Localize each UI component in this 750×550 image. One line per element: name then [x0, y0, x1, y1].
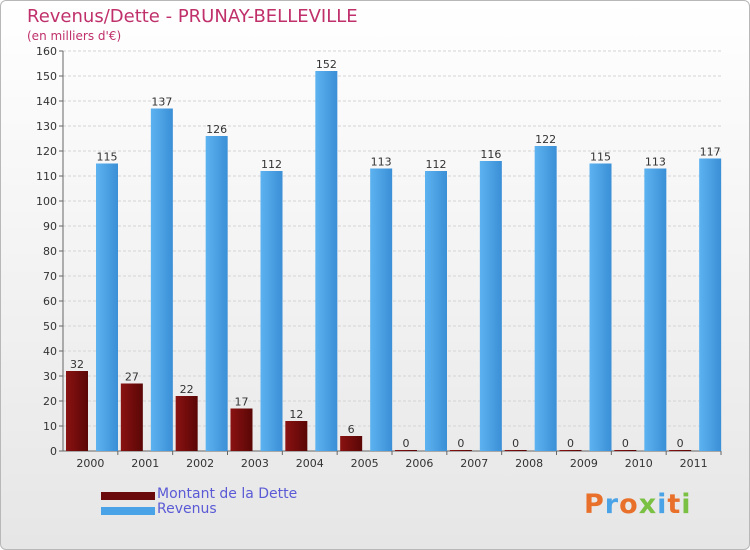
chart-subtitle: (en milliers d'€)	[27, 29, 122, 43]
bar-revenus	[479, 161, 502, 451]
y-tick-label: 70	[43, 270, 57, 283]
logo-letter: o	[619, 489, 639, 520]
y-tick-label: 50	[43, 320, 57, 333]
logo-letter: P	[584, 489, 605, 520]
data-label: 0	[512, 437, 519, 450]
bar-revenus	[644, 168, 667, 451]
x-tick-label: 2011	[680, 457, 708, 470]
data-label: 113	[371, 156, 392, 169]
bar-revenus	[315, 71, 338, 451]
bar-revenus	[150, 108, 173, 451]
y-tick-label: 150	[36, 70, 57, 83]
y-tick-label: 110	[36, 170, 57, 183]
data-label: 32	[70, 358, 84, 371]
data-label: 17	[235, 396, 249, 409]
data-label: 27	[125, 371, 139, 384]
data-label: 22	[180, 383, 194, 396]
data-label: 112	[261, 158, 282, 171]
bar-dette	[614, 450, 637, 451]
y-tick-label: 20	[43, 395, 57, 408]
data-label: 117	[700, 146, 721, 159]
bar-revenus	[425, 171, 447, 451]
x-tick-label: 2002	[186, 457, 214, 470]
data-label: 0	[403, 437, 410, 450]
x-tick-label: 2005	[351, 457, 379, 470]
x-tick-label: 2000	[76, 457, 104, 470]
bar-dette	[175, 396, 198, 451]
y-tick-label: 60	[43, 295, 57, 308]
data-label: 115	[97, 151, 118, 164]
y-tick-label: 40	[43, 345, 57, 358]
logo-letter: x	[638, 489, 658, 520]
data-label: 0	[457, 437, 464, 450]
data-label: 0	[567, 437, 574, 450]
data-label: 12	[289, 408, 303, 421]
chart-title: Revenus/Dette - PRUNAY-BELLEVILLE	[27, 6, 358, 27]
legend-swatch-revenus	[101, 507, 155, 515]
bar-dette	[559, 450, 582, 451]
bar-revenus	[589, 163, 612, 451]
logo-letter: i	[657, 489, 668, 520]
bar-dette	[340, 436, 363, 451]
data-label: 122	[535, 133, 556, 146]
bar-dette	[66, 371, 88, 451]
data-label: 115	[590, 151, 611, 164]
y-tick-label: 10	[43, 420, 57, 433]
bar-chart: 0102030405060708090100110120130140150160…	[36, 45, 722, 470]
data-label: 0	[677, 437, 684, 450]
bar-dette	[504, 450, 527, 451]
data-label: 113	[645, 156, 666, 169]
x-tick-label: 2007	[460, 457, 488, 470]
x-tick-label: 2010	[625, 457, 653, 470]
legend-label-revenus: Revenus	[157, 501, 217, 517]
y-tick-label: 130	[36, 120, 57, 133]
logo-letter: r	[604, 489, 620, 520]
y-tick-label: 140	[36, 95, 57, 108]
bar-dette	[395, 450, 417, 451]
x-tick-label: 2004	[296, 457, 324, 470]
data-label: 112	[426, 158, 447, 171]
data-label: 116	[480, 148, 501, 161]
data-label: 137	[151, 96, 172, 109]
logo-letter: t	[667, 489, 682, 520]
bar-revenus	[96, 163, 118, 451]
y-tick-label: 90	[43, 220, 57, 233]
y-tick-label: 0	[50, 445, 57, 458]
x-tick-label: 2006	[405, 457, 433, 470]
bar-revenus	[534, 146, 557, 451]
proxiti-logo: Proxiti	[584, 489, 692, 520]
logo-letter: i	[681, 489, 692, 520]
x-tick-label: 2009	[570, 457, 598, 470]
x-tick-label: 2001	[131, 457, 159, 470]
x-tick-label: 2003	[241, 457, 269, 470]
y-tick-label: 30	[43, 370, 57, 383]
y-tick-label: 100	[36, 195, 57, 208]
bar-dette	[230, 408, 253, 451]
bar-dette	[285, 421, 308, 451]
bar-dette	[449, 450, 472, 451]
y-tick-label: 160	[36, 45, 57, 58]
bar-revenus	[699, 158, 722, 451]
bar-revenus	[370, 168, 393, 451]
data-label: 126	[206, 123, 227, 136]
y-tick-label: 120	[36, 145, 57, 158]
data-label: 6	[348, 423, 355, 436]
legend-swatch-dette	[101, 492, 155, 500]
data-label: 0	[622, 437, 629, 450]
bar-dette	[120, 383, 143, 451]
bar-dette	[669, 450, 692, 451]
y-tick-label: 80	[43, 245, 57, 258]
x-tick-label: 2008	[515, 457, 543, 470]
bar-revenus	[260, 171, 283, 451]
data-label: 152	[316, 58, 337, 71]
bar-revenus	[205, 136, 228, 451]
legend-label-dette: Montant de la Dette	[157, 486, 298, 502]
